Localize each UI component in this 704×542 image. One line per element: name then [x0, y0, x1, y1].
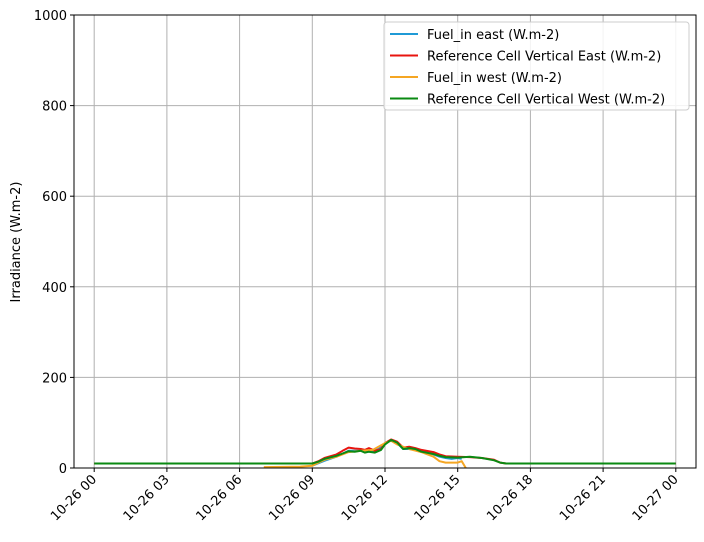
legend: Fuel_in east (W.m-2) Reference Cell Verti… [383, 21, 690, 111]
legend-entry: Fuel_in west (W.m-2) [427, 71, 562, 86]
y-axis-label: Irradiance (W.m-2) [9, 182, 24, 303]
legend-box [383, 21, 690, 111]
legend-entry: Reference Cell Vertical West (W.m-2) [427, 93, 665, 108]
y-tick-label: 400 [42, 281, 67, 296]
y-tick-label: 0 [59, 462, 67, 477]
y-axis: 0 200 400 600 800 1000 [34, 9, 74, 477]
series-line-4 [94, 438, 676, 465]
y-tick-label: 1000 [34, 9, 67, 24]
series-layer [94, 438, 676, 469]
y-tick-label: 800 [42, 100, 67, 115]
y-tick-label: 200 [42, 371, 67, 386]
y-tick-label: 600 [42, 190, 67, 205]
legend-entry: Reference Cell Vertical East (W.m-2) [427, 50, 661, 65]
legend-entry: Fuel_in east (W.m-2) [427, 28, 559, 43]
